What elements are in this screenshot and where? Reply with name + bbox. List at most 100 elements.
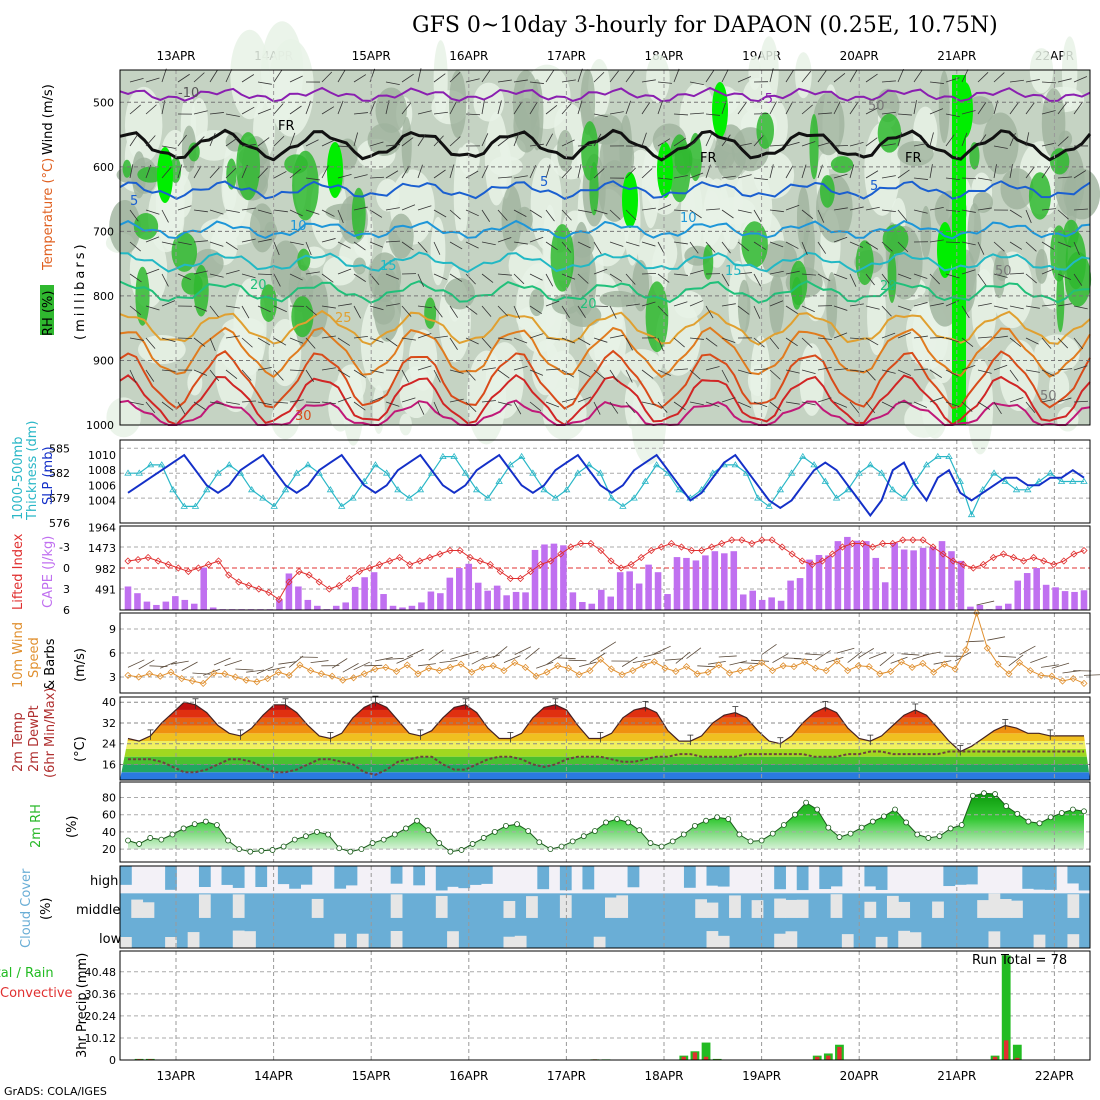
- wind-speed-point: [221, 670, 229, 678]
- wind-barb: [257, 108, 272, 115]
- cloud-high-cell: [706, 866, 719, 886]
- wind-barb: [257, 305, 271, 313]
- wind-barb-10m: [718, 655, 737, 658]
- lifted-index-point: [848, 539, 857, 548]
- wind-barb: [561, 79, 576, 83]
- wind-barb: [305, 271, 320, 275]
- rh-saturated-area: [712, 82, 728, 138]
- thickness-tick-label: 576: [49, 517, 70, 530]
- rh2m-point: [736, 831, 743, 838]
- isotherm-label: 15: [725, 264, 742, 279]
- cloud-high-cell: [774, 866, 786, 890]
- wind-barb: [321, 209, 335, 217]
- cloud-low-gap: [334, 933, 347, 948]
- wind-barb: [721, 175, 736, 179]
- cape-bar: [863, 541, 870, 610]
- wind-barb: [545, 337, 560, 341]
- thickness-point: [203, 486, 211, 493]
- wind-barb-10m: [869, 651, 887, 659]
- cape-bar: [437, 593, 444, 610]
- rh2m-point: [380, 836, 387, 843]
- wind-barb: [369, 396, 384, 403]
- wind-barb: [209, 273, 224, 278]
- lifted-index-point: [979, 560, 987, 569]
- thickness-point: [472, 486, 481, 493]
- cape-bar: [616, 572, 624, 610]
- cloud-middle-gap: [864, 901, 877, 918]
- wind-barb-10m: [665, 658, 684, 661]
- isotherm-label: 50: [868, 99, 885, 114]
- cape-bar: [522, 592, 529, 610]
- cloud-high-cell: [683, 866, 696, 888]
- rh-dry-area: [713, 196, 756, 225]
- cape-bar: [1033, 568, 1040, 610]
- cloud-middle-gap: [729, 895, 741, 918]
- wind-barb: [929, 369, 942, 378]
- precip-frame: [119, 950, 1091, 1061]
- wind-speed-point: [500, 667, 508, 675]
- rh-saturated-area: [657, 142, 673, 198]
- wind-barb: [161, 273, 169, 287]
- rh2m-point: [636, 827, 643, 834]
- wind-barb: [209, 369, 220, 382]
- rh-moist-area: [512, 70, 540, 135]
- wind-speed-point: [811, 664, 820, 672]
- cloud-high-cell: [345, 866, 358, 886]
- wind-barb: [193, 240, 208, 243]
- wind-barb: [433, 169, 446, 179]
- wind-barb: [817, 209, 825, 223]
- wind-speed-point: [640, 661, 648, 669]
- lifted-index-point: [355, 567, 364, 576]
- wind-speed-point: [414, 670, 422, 678]
- wind-barb: [145, 401, 156, 414]
- rh-humid-area: [703, 244, 714, 280]
- rh2m-point: [325, 831, 331, 838]
- wind-barb: [1041, 166, 1051, 179]
- lifted-index-point: [265, 588, 273, 597]
- wind-speed-point: [575, 671, 583, 679]
- wind-barb: [865, 401, 876, 414]
- wind-speed-point: [360, 670, 368, 678]
- thickness-point: [180, 502, 188, 509]
- wind-speed-point: [145, 670, 154, 678]
- cloud-high-cell: [447, 866, 459, 887]
- pressure-tick-label: 1000: [86, 419, 114, 432]
- lifted-index-point: [124, 557, 132, 565]
- wind-barb: [449, 209, 461, 220]
- cloud-middle-gap: [605, 897, 617, 918]
- cloud-high-cell: [965, 866, 978, 885]
- rh-dry-area: [230, 29, 270, 120]
- cape-bar: [124, 586, 132, 610]
- cape-bar: [541, 544, 548, 610]
- lifted-index-point: [919, 536, 927, 544]
- isotherm-line: [119, 128, 1092, 162]
- thickness-point: [461, 469, 470, 476]
- wind-barb: [625, 401, 636, 414]
- wind-barb: [977, 134, 987, 147]
- wind-barb: [321, 335, 336, 339]
- rh-dry-area: [268, 318, 302, 387]
- wind-barb: [529, 165, 537, 179]
- wind-barb: [801, 70, 812, 83]
- rh-dry-area: [372, 385, 385, 434]
- wind-barb: [417, 305, 432, 309]
- rh-dry-area: [679, 82, 717, 160]
- wind-barb: [465, 78, 480, 83]
- precip-convective-bar: [1015, 1057, 1020, 1060]
- cape-bar: [285, 573, 293, 610]
- wind-speed-point: [1005, 670, 1013, 678]
- wind-barb: [945, 113, 960, 118]
- rh2m-point: [202, 818, 209, 825]
- wind-barb: [369, 369, 384, 374]
- rh-axis-label: RH (%): [41, 291, 56, 336]
- wind-tick-label: 6: [109, 647, 116, 660]
- top-date-label: 20APR: [840, 49, 879, 63]
- thickness-point: [889, 486, 897, 493]
- wind-barb: [1057, 303, 1072, 307]
- wind-barb: [513, 365, 528, 371]
- lifted-index-point: [939, 550, 947, 558]
- wind-barb: [801, 337, 813, 348]
- wind-barb-10m: [707, 661, 726, 665]
- wind-speed-point: [629, 667, 637, 675]
- thickness-point: [540, 486, 548, 493]
